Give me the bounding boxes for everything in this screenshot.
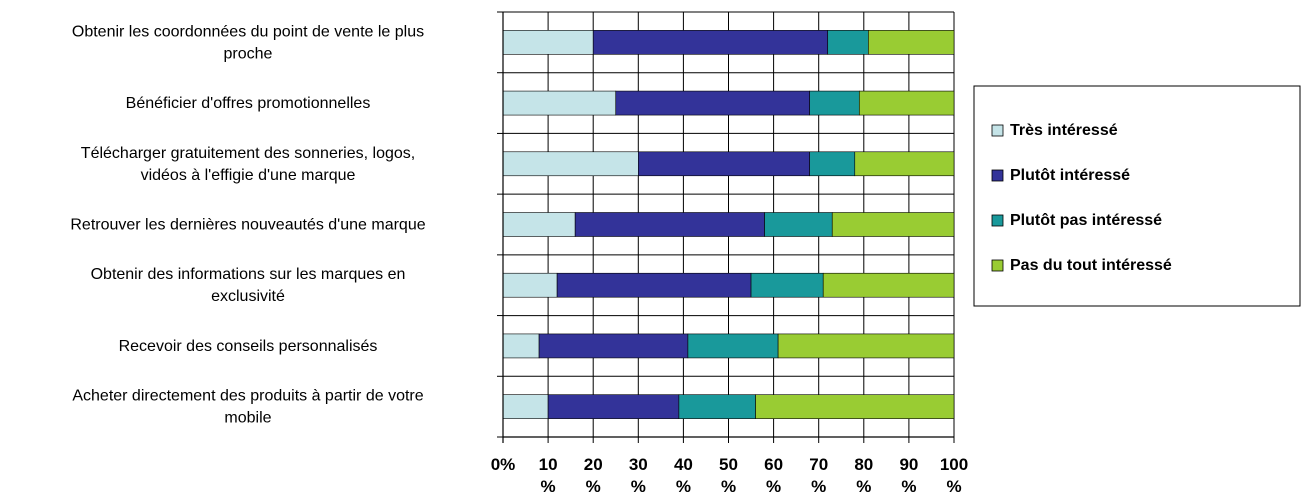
x-tick-labels: 0% 10 % 20 % 30 % 40 % 50 % 60 % 70 % 80 % 90 % 100% [491,455,968,494]
x-tick-label: 100% [940,455,968,494]
bar-segment-3-row-1 [827,30,869,55]
legend-swatch [991,169,1004,182]
bar-segment-4-row-2 [858,90,955,116]
bar-segment-1-row-5 [502,272,558,298]
bar-segment-2-row-4 [574,212,765,237]
bar-segment-4-row-6 [777,333,955,359]
legend-label: Très intéressé [1010,122,1118,139]
legend-swatch [991,214,1004,227]
category-label: Télécharger gratuitement des sonneries, … [81,145,415,184]
legend-label: Pas du tout intéressé [1010,257,1172,274]
x-tick-label: 70% [809,455,828,494]
bar-segment-1-row-3 [502,151,639,177]
category-label: Obtenir des informations sur les marques… [91,266,406,305]
category-label: Acheter directement des produits à parti… [72,388,423,427]
bar-segment-1-row-2 [502,90,617,116]
x-tick-label: 90% [899,455,918,494]
legend-label: Plutôt pas intéressé [1010,212,1162,229]
category-label: Recevoir des conseils personnalisés [119,338,378,355]
bar-segment-3-row-3 [809,151,856,177]
bar-segment-3-row-2 [809,90,860,116]
category-label: Bénéficier d'offres promotionnelles [126,95,371,112]
bar-segment-4-row-5 [822,272,955,298]
x-tick-label: 10% [539,455,558,494]
bar-segment-2-row-2 [615,90,810,116]
x-tick-label: 60% [764,455,783,494]
category-label: Obtenir les coordonnées du point de vent… [72,23,424,62]
legend-box [973,85,1301,307]
x-tick-label: 40% [674,455,693,494]
category-label: Retrouver les dernières nouveautés d'une… [70,217,425,234]
x-tick-label: 30% [629,455,648,494]
x-tick-label: 0% [491,455,516,474]
bar-segment-4-row-3 [854,151,955,177]
x-tick-label: 50% [719,455,738,494]
bar-segment-1-row-6 [502,333,540,359]
bar-segment-4-row-1 [868,30,955,55]
bar-segment-3-row-5 [750,272,824,298]
bar-segment-2-row-3 [637,151,810,177]
bar-segment-2-row-7 [547,394,680,419]
x-tick-label: 20% [584,455,603,494]
legend-label: Plutôt intéressé [1010,167,1130,184]
bar-segment-1-row-1 [502,30,594,55]
bar-segment-4-row-7 [755,394,955,419]
bar-segment-3-row-7 [678,394,756,419]
axes [497,11,955,443]
bars [502,30,955,419]
legend-swatch [991,124,1004,137]
bar-segment-3-row-6 [687,333,779,359]
bar-segment-2-row-1 [592,30,829,55]
category-labels: Obtenir les coordonnées du point de vent… [70,23,425,426]
x-tick-label: 80% [854,455,873,494]
bar-segment-2-row-6 [538,333,689,359]
bar-segment-4-row-4 [831,212,955,237]
bar-segment-1-row-7 [502,394,549,419]
legend-swatch [991,259,1004,272]
bar-segment-1-row-4 [502,212,576,237]
bar-segment-2-row-5 [556,272,752,298]
legend: Très intéressé Plutôt intéressé Plutôt pas… [973,85,1301,307]
bar-segment-3-row-4 [764,212,833,237]
